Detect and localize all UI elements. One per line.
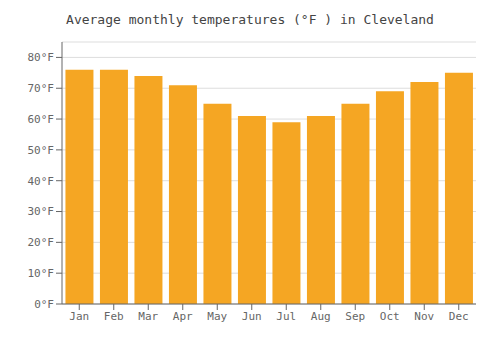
svg-text:10°F: 10°F [28, 267, 55, 280]
svg-text:50°F: 50°F [28, 144, 55, 157]
svg-text:Sep: Sep [345, 310, 365, 323]
svg-text:Mar: Mar [138, 310, 158, 323]
svg-text:80°F: 80°F [28, 51, 55, 64]
svg-text:Oct: Oct [380, 310, 400, 323]
svg-text:0°F: 0°F [34, 298, 54, 311]
svg-text:70°F: 70°F [28, 82, 55, 95]
svg-text:Jul: Jul [276, 310, 296, 323]
svg-text:Jan: Jan [69, 310, 89, 323]
svg-text:Aug: Aug [311, 310, 331, 323]
html-text:Average monthly temperatures (: Average monthly temperatures (°F ) in Cl… [66, 12, 434, 27]
svg-text:Jun: Jun [242, 310, 262, 323]
svg-text:Nov: Nov [414, 310, 434, 323]
svg-text:Feb: Feb [104, 310, 124, 323]
svg-text:30°F: 30°F [28, 205, 55, 218]
svg-text:20°F: 20°F [28, 236, 55, 249]
svg-text:Dec: Dec [449, 310, 469, 323]
svg-text:40°F: 40°F [28, 175, 55, 188]
svg-text:May: May [207, 310, 227, 323]
svg-text:60°F: 60°F [28, 113, 55, 126]
svg-text:Apr: Apr [173, 310, 193, 323]
